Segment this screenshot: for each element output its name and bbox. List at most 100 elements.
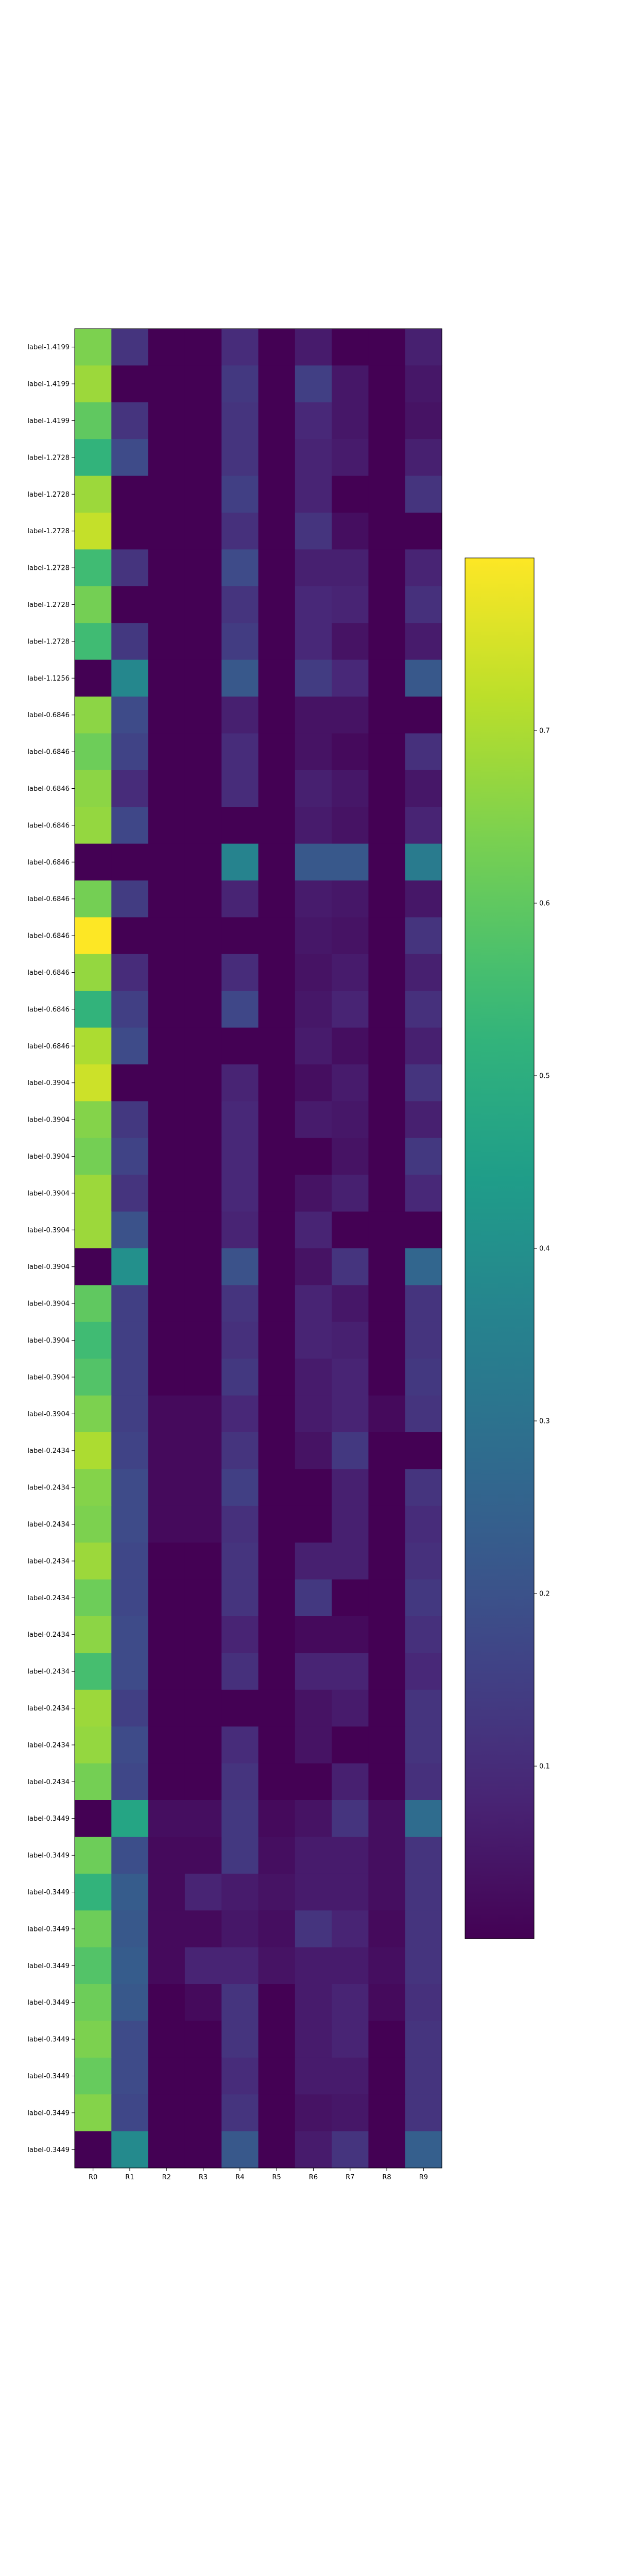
heatmap-cell (295, 1138, 332, 1175)
heatmap-cell (295, 476, 332, 513)
heatmap-cell (405, 1138, 442, 1175)
heatmap-cell (111, 2057, 149, 2095)
heatmap-cell (405, 329, 442, 366)
heatmap-cell (184, 2131, 222, 2168)
heatmap-cell (148, 1211, 185, 1249)
heatmap-cell (75, 549, 112, 587)
heatmap-cell (332, 1285, 369, 1323)
heatmap-cell (405, 586, 442, 623)
y-tick-label: label-1.2728 (27, 565, 70, 572)
heatmap-cell (184, 659, 222, 697)
heatmap-cell (75, 365, 112, 403)
heatmap-cell (332, 1505, 369, 1543)
heatmap-cell (258, 1248, 296, 1285)
heatmap-cell (184, 1616, 222, 1653)
heatmap-cell (75, 1653, 112, 1690)
heatmap-cell (368, 365, 406, 403)
heatmap-cell (75, 1432, 112, 1469)
heatmap-cell (368, 1505, 406, 1543)
heatmap-cell (295, 1248, 332, 1285)
heatmap-cell (368, 880, 406, 918)
y-tick-label: label-0.3904 (27, 1116, 70, 1124)
heatmap-cell (295, 1027, 332, 1065)
heatmap-cell (258, 807, 296, 844)
heatmap-cell (295, 1395, 332, 1433)
heatmap-cell (405, 1800, 442, 1837)
heatmap-cell (368, 659, 406, 697)
x-tick-label: R9 (419, 2174, 428, 2181)
heatmap-cell (295, 329, 332, 366)
heatmap-cell (148, 1469, 185, 1506)
y-tick-label: label-0.3904 (27, 1374, 70, 1381)
heatmap-cell (184, 1027, 222, 1065)
heatmap-cell (75, 2131, 112, 2168)
heatmap-cell (75, 1505, 112, 1543)
heatmap-cell (184, 1947, 222, 1985)
heatmap-cell (258, 2057, 296, 2095)
heatmap-cell (148, 476, 185, 513)
heatmap-cell (405, 1285, 442, 1323)
heatmap-cell (405, 807, 442, 844)
heatmap-cell (368, 2057, 406, 2095)
heatmap-cell (184, 1248, 222, 1285)
heatmap-cell (184, 991, 222, 1028)
heatmap-cell (295, 1211, 332, 1249)
heatmap-cell (405, 1726, 442, 1764)
heatmap-cell (148, 1947, 185, 1985)
heatmap-cell (258, 954, 296, 991)
y-tick-label: label-0.6846 (27, 785, 70, 793)
heatmap-cell (368, 476, 406, 513)
heatmap-cell (332, 1763, 369, 1801)
heatmap-cell (221, 2021, 259, 2058)
heatmap-cell (184, 1726, 222, 1764)
heatmap-cell (368, 1984, 406, 2021)
heatmap-cell (148, 2094, 185, 2132)
y-tick-label: label-0.2434 (27, 1484, 70, 1492)
heatmap-cell (332, 1064, 369, 1101)
heatmap-cell (405, 733, 442, 771)
heatmap-cell (111, 365, 149, 403)
heatmap-cell (184, 1101, 222, 1139)
heatmap-cell (258, 1027, 296, 1065)
heatmap-cell (111, 439, 149, 477)
heatmap-cell (368, 1726, 406, 1764)
heatmap-cell (148, 402, 185, 439)
heatmap-cell (332, 1616, 369, 1653)
heatmap-cell (221, 1175, 259, 1212)
heatmap-cell (405, 1653, 442, 1690)
heatmap-cell (368, 1248, 406, 1285)
heatmap-cell (184, 476, 222, 513)
heatmap-cell (368, 549, 406, 587)
heatmap-cell (221, 770, 259, 807)
heatmap-cell (148, 1910, 185, 1948)
heatmap-cell (75, 1763, 112, 1801)
heatmap-cell (258, 586, 296, 623)
heatmap-cell (184, 1653, 222, 1690)
heatmap-cell (75, 1138, 112, 1175)
heatmap-cell (111, 1211, 149, 1249)
heatmap-cell (332, 697, 369, 734)
heatmap-cell (295, 880, 332, 918)
heatmap-cell (184, 1505, 222, 1543)
heatmap-cell (148, 2057, 185, 2095)
heatmap-cell (332, 1689, 369, 1727)
y-tick-label: label-0.6846 (27, 822, 70, 829)
heatmap-cell (111, 1616, 149, 1653)
heatmap-cell (332, 549, 369, 587)
heatmap-cell (405, 2021, 442, 2058)
heatmap-cell (332, 1248, 369, 1285)
heatmap-cell (258, 843, 296, 881)
y-tick-label: label-1.2728 (27, 528, 70, 535)
heatmap-cell (295, 991, 332, 1028)
heatmap-cell (405, 476, 442, 513)
y-tick-label: label-0.3449 (27, 2146, 70, 2154)
heatmap-cell (332, 2131, 369, 2168)
heatmap-cell (75, 623, 112, 660)
heatmap-cell (405, 1837, 442, 1874)
heatmap-cell (368, 807, 406, 844)
heatmap-cell (295, 439, 332, 477)
heatmap-cell (111, 1800, 149, 1837)
heatmap-cell (332, 2057, 369, 2095)
heatmap-cell (148, 1689, 185, 1727)
heatmap-cell (184, 1432, 222, 1469)
